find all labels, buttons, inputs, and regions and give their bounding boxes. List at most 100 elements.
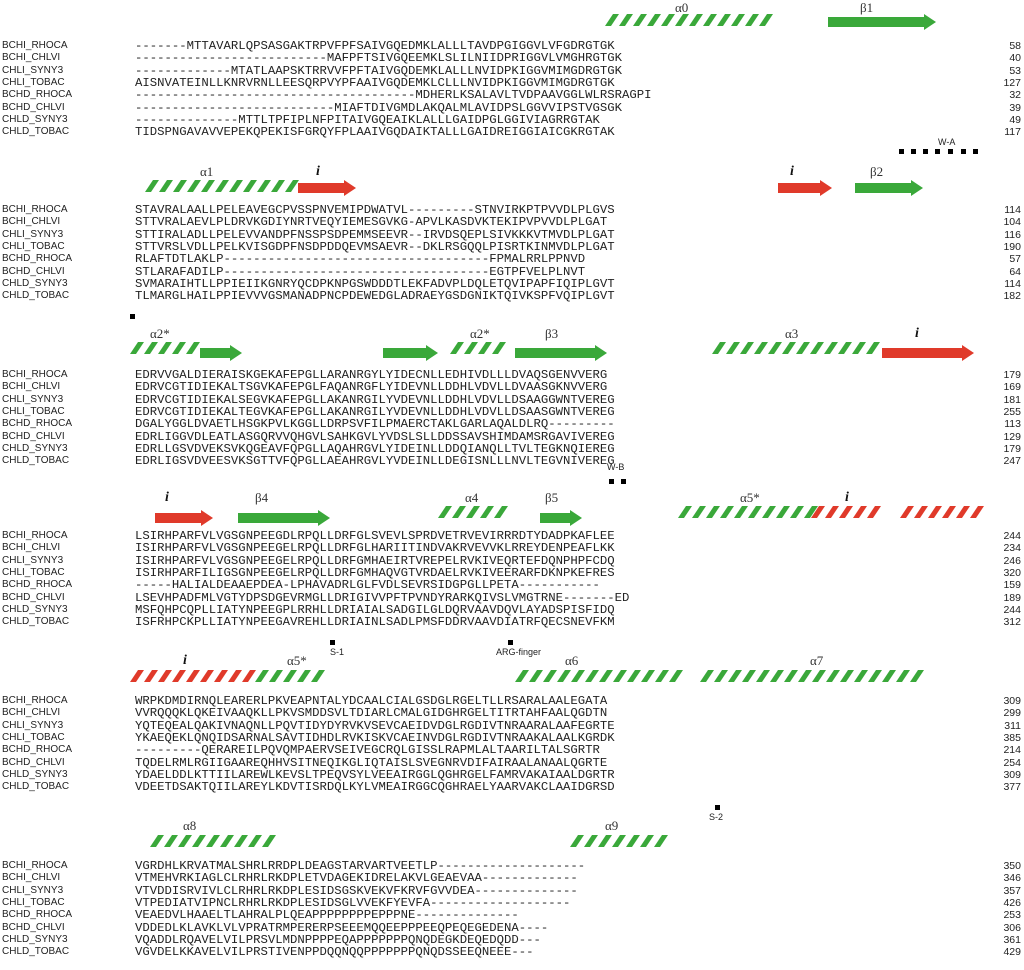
sequence-row: VQADDLRQAVELVILPRSVLMDNPPPPEQAPPPPPPPQNQ… — [135, 932, 541, 947]
interruption-arrow — [882, 345, 974, 361]
sequence-label: BCHI_CHLVI — [2, 872, 61, 884]
motif-residue-mark — [911, 149, 916, 154]
sequence-row: YKAEQEKLQNQIDSARNALSAVTIDHDLRVKISKVCAEIN… — [135, 730, 615, 745]
ss-label: β4 — [255, 490, 269, 505]
residue-number: 104 — [1003, 216, 1021, 229]
motif-label: S-2 — [709, 812, 724, 822]
sequence-row: ISIRHPARFILIGSGNPEEGELRPQLLDRFGMHAQVGTVR… — [135, 565, 615, 580]
residue-number: 169 — [1003, 381, 1021, 394]
sequence-row: STAVRALAALLPELEAVEGCPVSSPNVEMIPDWATVL---… — [135, 203, 615, 217]
sequence-row: EDRVCGTIDIEKALTEGVKAFEPGLLAKANRGILYVDEVN… — [135, 404, 615, 419]
residue-number: 299 — [1003, 707, 1021, 720]
sequence-label: BCHI_RHOCA — [2, 530, 68, 541]
sequence-row: ISIRHPARFVLVGSGNPEEGELRPQLLDRFGMHAEIRTVR… — [135, 553, 615, 568]
sequence-label: BCHI_RHOCA — [2, 40, 68, 51]
ss-label: α2* — [470, 326, 490, 341]
residue-number: 214 — [1003, 744, 1021, 757]
residue-number: 346 — [1003, 872, 1021, 885]
helix-marker — [900, 506, 984, 518]
residue-number: 114 — [1004, 277, 1021, 290]
sequence-label: CHLI_TOBAC — [2, 405, 65, 417]
residue-number: 179 — [1003, 442, 1021, 455]
motif-residue-mark — [923, 149, 928, 154]
residue-number: 40 — [1009, 52, 1021, 65]
sequence-label: BCHD_CHLVI — [2, 101, 65, 113]
sequence-row: VVRQQQKLQKEIVAAQKLLPKVSMDDSVLTDIARLCMALG… — [135, 706, 608, 721]
residue-number: 189 — [1003, 591, 1021, 604]
sequence-row: VTVDDISRVIVLCLRHRLRKDPLESIDSGSKVEKVFKRVF… — [135, 883, 578, 898]
sequence-label: CHLI_SYNY3 — [2, 554, 64, 566]
sequence-label: BCHD_CHLVI — [2, 756, 65, 768]
motif-label: W-B — [607, 462, 625, 472]
residue-number: 246 — [1003, 554, 1021, 567]
residue-number: 32 — [1009, 89, 1021, 102]
ss-label: α6 — [565, 653, 579, 668]
sequence-label: BCHI_RHOCA — [2, 695, 68, 706]
sequence-row: EDRVCGTIDIEKALSEGVKAFEPGLLAKANRGILYVDEVN… — [135, 392, 615, 407]
sequence-label: CHLI_SYNY3 — [2, 64, 64, 76]
motif-residue-mark — [899, 149, 904, 154]
residue-number: 190 — [1003, 240, 1021, 253]
sequence-label: BCHD_RHOCA — [2, 909, 73, 921]
sequence-row: --------------------------MAFPFTSIVGQEEM… — [135, 51, 623, 66]
sequence-row: LSEVHPADFMLVGTYDPSDGEVRMGLLDRIGIVVPFTPVN… — [135, 590, 630, 605]
residue-number: 129 — [1003, 430, 1021, 443]
sequence-label: CHLD_TOBAC — [2, 946, 70, 958]
ss-label: i — [790, 164, 794, 179]
sequence-label: BCHD_RHOCA — [2, 744, 73, 756]
residue-number: 361 — [1003, 933, 1021, 946]
residue-number: 179 — [1003, 369, 1021, 381]
residue-number: 253 — [1003, 909, 1021, 922]
motif-residue-mark — [130, 314, 135, 319]
sequence-row: SVMARAIHTLLPPIEIIKGNRYQCDPKNPGSWDDDTLEKF… — [135, 276, 615, 291]
sequence-label: CHLI_TOBAC — [2, 76, 65, 88]
ss-label: α1 — [200, 164, 214, 179]
sequence-label: CHLD_TOBAC — [2, 455, 70, 467]
sequence-row: TIDSPNGAVAVVEPEKQPEKISFGRQYFPLAAIVGQDAIK… — [135, 125, 615, 140]
sequence-row: VDEETDSAKTQIILAREYLKDVTISRDQLKYLVMEAIRGG… — [135, 780, 615, 795]
motif-residue-mark — [621, 479, 626, 484]
sequence-row: RLAFTDTLAKLP----------------------------… — [135, 252, 586, 267]
motif-residue-mark — [609, 479, 614, 484]
sequence-label: BCHI_CHLVI — [2, 381, 61, 393]
sequence-row: ---------QERAREILPQVQMPAERVSEIVEGCRQLGIS… — [135, 743, 600, 758]
sequence-label: BCHD_CHLVI — [2, 591, 65, 603]
sequence-label: BCHI_CHLVI — [2, 707, 61, 719]
residue-number: 350 — [1003, 860, 1021, 872]
sequence-label: CHLD_TOBAC — [2, 781, 70, 793]
residue-number: 254 — [1003, 756, 1021, 769]
residue-number: 385 — [1003, 731, 1021, 744]
residue-number: 309 — [1003, 768, 1021, 781]
sequence-row: EDRLIGSVDVEESVKSGTTVFQPGLLAEAHRGVLYVDEIN… — [135, 454, 615, 469]
ss-label: α5* — [740, 490, 760, 505]
sequence-row: YQTEQEALQAKIVNAQNLLPQVTIDYDYRVKVSEVCAEID… — [135, 718, 615, 733]
ss-label: α7 — [810, 653, 824, 668]
ss-label: α2* — [150, 326, 170, 341]
residue-number: 234 — [1003, 542, 1021, 555]
interruption-arrow — [155, 510, 213, 526]
sequence-row: STLARAFADILP----------------------------… — [135, 264, 586, 279]
residue-number: 247 — [1003, 455, 1021, 468]
motif-label: S-1 — [330, 647, 345, 657]
sequence-row: AISNVATEINLLKNRVRNLLEESQRPVYPFAAIVGQDEMK… — [135, 75, 615, 90]
residue-number: 127 — [1003, 76, 1021, 89]
ss-label: α5* — [287, 653, 307, 668]
residue-number: 64 — [1009, 265, 1021, 278]
sequence-label: CHLI_TOBAC — [2, 731, 65, 743]
sequence-label: CHLI_SYNY3 — [2, 393, 64, 405]
sequence-label: BCHD_RHOCA — [2, 579, 73, 591]
helix-marker — [145, 180, 299, 192]
sequence-label: CHLI_TOBAC — [2, 896, 65, 908]
motif-label: W-A — [938, 137, 956, 147]
sequence-row: VDDEDLKLAVKLVLVPRATRMPERERPSEEEMQQEEPPPE… — [135, 920, 549, 935]
sequence-label: CHLD_SYNY3 — [2, 768, 68, 780]
sequence-row: STTVRALAEVLPLDRVKGDIYNRTVEQYIEMESGVKG-AP… — [135, 215, 608, 230]
sequence-row: ---------------------------MIAFTDIVGMDLA… — [135, 100, 623, 115]
residue-number: 114 — [1004, 204, 1021, 216]
motif-residue-mark — [961, 149, 966, 154]
residue-number: 429 — [1003, 946, 1021, 959]
sequence-label: BCHD_CHLVI — [2, 265, 65, 277]
sequence-row: YDAELDDLKTTIILAREWLKEVSLTPEQVSYLVEEAIRGG… — [135, 767, 615, 782]
motif-residue-mark — [935, 149, 940, 154]
